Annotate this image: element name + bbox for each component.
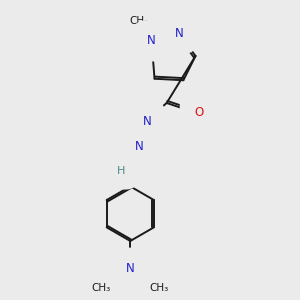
Text: H: H <box>133 115 141 125</box>
Text: CH₃: CH₃ <box>130 16 149 26</box>
Text: N: N <box>135 140 144 154</box>
Text: CH₃: CH₃ <box>92 283 111 293</box>
Text: N: N <box>147 34 156 47</box>
Text: N: N <box>174 27 183 40</box>
Text: O: O <box>194 106 203 118</box>
Text: CH₃: CH₃ <box>149 283 169 293</box>
Text: H: H <box>117 166 125 176</box>
Text: N: N <box>142 115 151 128</box>
Text: N: N <box>126 262 135 275</box>
